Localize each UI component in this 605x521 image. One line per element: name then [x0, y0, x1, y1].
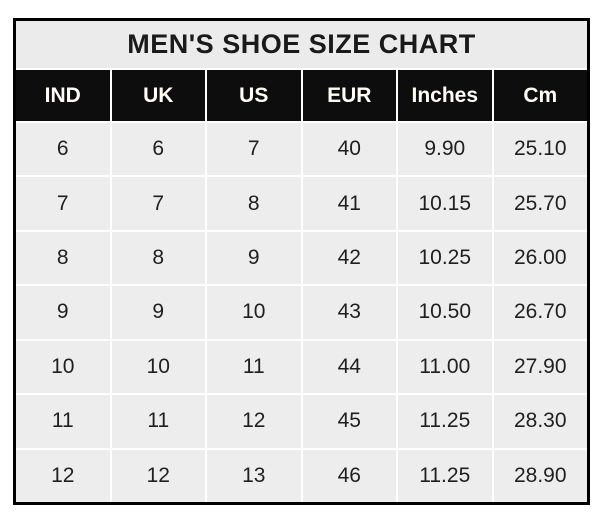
table-cell: 6 — [16, 123, 110, 176]
column-header-cm: Cm — [493, 70, 587, 121]
table-cell: 11 — [16, 395, 110, 448]
table-cell: 10 — [16, 340, 110, 394]
table-cell: 12 — [16, 449, 110, 502]
column-header-us: US — [207, 70, 301, 121]
table-row: 7 7 8 41 10.15 25.70 — [16, 177, 587, 230]
table-cell: 9 — [207, 231, 301, 285]
table-cell: 9 — [111, 286, 205, 339]
column-header-inches: Inches — [398, 70, 492, 121]
table-row: 6 6 7 40 9.90 25.10 — [16, 123, 587, 176]
table-cell: 41 — [302, 177, 396, 230]
table-row: 11 11 12 45 11.25 28.30 — [16, 395, 587, 448]
table-cell: 28.30 — [493, 395, 587, 448]
table-row: 12 12 13 46 11.25 28.90 — [16, 449, 587, 502]
table-cell: 11.25 — [398, 395, 492, 448]
column-header-eur: EUR — [302, 70, 396, 121]
table-cell: 8 — [16, 231, 110, 285]
table-cell: 8 — [207, 177, 301, 230]
table-cell: 10 — [111, 340, 205, 394]
table-cell: 25.10 — [493, 123, 587, 176]
table-cell: 25.70 — [493, 177, 587, 230]
table-cell: 28.90 — [493, 449, 587, 502]
table-body: 6 6 7 40 9.90 25.10 7 7 8 41 10.15 25.70 8 8 9 42 10.25 2… — [16, 123, 587, 502]
table-cell: 12 — [207, 395, 301, 448]
table-cell: 13 — [207, 449, 301, 502]
column-header-uk: UK — [111, 70, 205, 121]
table-cell: 9 — [16, 286, 110, 339]
table-cell: 44 — [302, 340, 396, 394]
table-cell: 11.25 — [398, 449, 492, 502]
table-cell: 42 — [302, 231, 396, 285]
page-title: MEN'S SHOE SIZE CHART — [16, 21, 587, 68]
table-row: 8 8 9 42 10.25 26.00 — [16, 231, 587, 285]
table-cell: 10.50 — [398, 286, 492, 339]
size-chart-table: MEN'S SHOE SIZE CHART IND UK US EUR Inches Cm… — [13, 18, 590, 505]
table-cell: 10.15 — [398, 177, 492, 230]
table-cell: 46 — [302, 449, 396, 502]
table-row: 10 10 11 44 11.00 27.90 — [16, 340, 587, 394]
table-cell: 11 — [207, 340, 301, 394]
table-cell: 26.70 — [493, 286, 587, 339]
table-cell: 11 — [111, 395, 205, 448]
table-cell: 10.25 — [398, 231, 492, 285]
table-cell: 8 — [111, 231, 205, 285]
table-cell: 6 — [111, 123, 205, 176]
table-cell: 27.90 — [493, 340, 587, 394]
table-header-row: IND UK US EUR Inches Cm — [16, 70, 587, 121]
table-cell: 40 — [302, 123, 396, 176]
table-cell: 12 — [111, 449, 205, 502]
table-cell: 11.00 — [398, 340, 492, 394]
table-row: 9 9 10 43 10.50 26.70 — [16, 286, 587, 339]
table-cell: 45 — [302, 395, 396, 448]
table-cell: 26.00 — [493, 231, 587, 285]
column-header-ind: IND — [16, 70, 110, 121]
table-cell: 43 — [302, 286, 396, 339]
table-cell: 7 — [16, 177, 110, 230]
table-cell: 7 — [207, 123, 301, 176]
table-cell: 10 — [207, 286, 301, 339]
table-cell: 9.90 — [398, 123, 492, 176]
table-cell: 7 — [111, 177, 205, 230]
